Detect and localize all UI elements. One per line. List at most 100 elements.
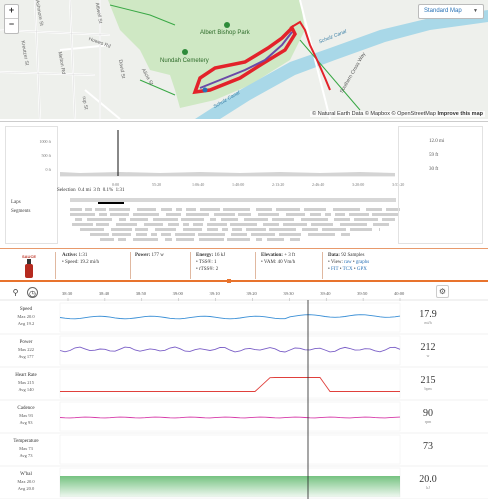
- clock-icon[interactable]: ◷: [27, 287, 38, 298]
- speed-value: 19.2 mi/h: [79, 260, 100, 265]
- view-graphs-link[interactable]: graphs: [355, 260, 370, 265]
- row-avg: Avg 19.2: [17, 321, 35, 326]
- segment-bar: [322, 228, 346, 231]
- elevation-value: + 3 ft: [284, 253, 296, 258]
- elevation-label: Elevation:: [261, 253, 283, 258]
- segment-bar: [116, 223, 137, 226]
- x-tick-label: 39:30: [283, 291, 294, 296]
- segment-bar: [349, 213, 369, 216]
- segment-bar: [85, 208, 92, 211]
- view-raw-link[interactable]: raw: [344, 260, 352, 265]
- row-avg: Avg 93: [19, 420, 33, 425]
- segment-bar: [311, 223, 333, 226]
- canal: [195, 10, 488, 119]
- map-label-park: Albert Bishop Park: [200, 30, 250, 36]
- gear-icon[interactable]: ⚙: [436, 285, 449, 298]
- summary-data: Data: 92 Samples • View: raw • graphs • …: [328, 253, 370, 272]
- row-name: Cadence: [17, 406, 35, 411]
- route-map[interactable]: + − Standard Map ▼ Albert Bishop Park Nu…: [0, 0, 488, 119]
- graphs-panel: ⚲ ◷ ⚙ 38:30 38:40 38:50 39:00 39:10 39:20 39:3…: [0, 284, 488, 499]
- segment-bar: [341, 233, 350, 236]
- cemetery-marker-icon: [182, 49, 188, 55]
- graph-row-value: 20.0 kJ: [408, 474, 448, 490]
- rtss-label: rTSS®:: [199, 267, 215, 272]
- overview-chart[interactable]: [0, 122, 488, 248]
- x-tick-label: 40:00: [394, 291, 405, 296]
- graph-row-label: Heart Rate Max 215 Avg 140: [0, 372, 52, 393]
- segment-bar: [267, 238, 284, 241]
- segment-bar: [186, 208, 196, 211]
- overview-x-label: 2:46:40: [312, 182, 325, 187]
- segment-bar: [325, 213, 331, 216]
- segment-bar: [153, 218, 178, 221]
- vam-value: 40 Vm/h: [277, 260, 296, 265]
- vam-label: VAM:: [263, 260, 277, 265]
- row-max: Max 73: [19, 446, 33, 451]
- tss-value: 1: [213, 260, 217, 265]
- segment-bar: [308, 233, 335, 236]
- segment-bar: [366, 208, 382, 211]
- segment-bar: [87, 218, 112, 221]
- segment-bar: [269, 228, 296, 231]
- download-fit-link[interactable]: FIT: [331, 267, 339, 272]
- graphs-canvas[interactable]: [0, 284, 488, 499]
- summary-elevation: Elevation: + 3 ft • VAM: 40 Vm/h: [261, 253, 296, 265]
- segment-bar: [340, 223, 367, 226]
- map-style-select[interactable]: Standard Map ▼: [418, 4, 484, 19]
- row-avg: Avg 177: [18, 354, 34, 359]
- segment-bar: [258, 213, 279, 216]
- segment-bar: [183, 223, 189, 226]
- segment-bar: [386, 208, 400, 211]
- segment-bar: [155, 228, 176, 231]
- segment-bar: [373, 223, 389, 226]
- overview-x-label: 1:40:00: [232, 182, 245, 187]
- segment-bar: [222, 228, 228, 231]
- zoom-out-button[interactable]: −: [8, 19, 15, 29]
- segment-bar: [379, 228, 380, 231]
- download-gpx-link[interactable]: GPX: [356, 267, 367, 272]
- x-tick-label: 38:40: [98, 291, 110, 296]
- park-marker-icon: [224, 22, 230, 28]
- segment-bar: [304, 208, 326, 211]
- speed-label: Speed:: [65, 260, 79, 265]
- segment-bar: [165, 238, 172, 241]
- map-label-cemetery: Nundah Cemetery: [160, 58, 209, 64]
- segment-bar: [210, 218, 216, 221]
- segment-bar: [118, 238, 126, 241]
- segment-bar: [231, 233, 247, 236]
- row-unit: rpm: [424, 419, 432, 424]
- segment-bar: [137, 208, 156, 211]
- segment-bar: [144, 223, 163, 226]
- attribution-text: © Natural Earth Data © Mapbox © OpenStre…: [312, 111, 436, 117]
- row-current-value: 73: [423, 441, 433, 452]
- download-tcx-link[interactable]: TCX: [342, 267, 353, 272]
- segment-bar: [75, 218, 82, 221]
- zoom-control: + −: [4, 4, 19, 34]
- zoom-in-button[interactable]: +: [5, 5, 18, 19]
- selection-elevation: 3 ft: [93, 188, 101, 193]
- laps-bar: [70, 198, 396, 202]
- segments-chart[interactable]: [0, 122, 488, 248]
- segment-bar: [207, 223, 227, 226]
- graph-row-label: Temperature Max 73 Avg 73: [0, 438, 52, 459]
- park-area: [108, 0, 305, 108]
- wbal-area: [60, 476, 400, 497]
- data-label: Data:: [328, 253, 340, 258]
- segment-bar: [70, 213, 95, 216]
- improve-map-link[interactable]: Improve this map: [437, 111, 483, 117]
- series-line: [59, 416, 401, 419]
- graph-row-value: 212 w: [408, 342, 448, 358]
- map-style-label: Standard Map: [424, 8, 462, 14]
- panel-resize-handle[interactable]: [227, 279, 231, 283]
- series-line: [59, 346, 401, 353]
- segment-bar: [135, 228, 148, 231]
- selection-label: Selection: [57, 188, 76, 193]
- segment-bar: [283, 223, 307, 226]
- row-max: Max 20.0: [17, 479, 35, 484]
- map-canvas[interactable]: [0, 0, 488, 119]
- map-pin-icon[interactable]: ⚲: [12, 288, 19, 297]
- segment-bar: [90, 233, 109, 236]
- graph-row-label: Speed Max 20.0 Avg 19.2: [0, 306, 52, 327]
- graph-row-label: Cadence Max 93 Avg 93: [0, 405, 52, 426]
- row-unit: kJ: [426, 485, 430, 490]
